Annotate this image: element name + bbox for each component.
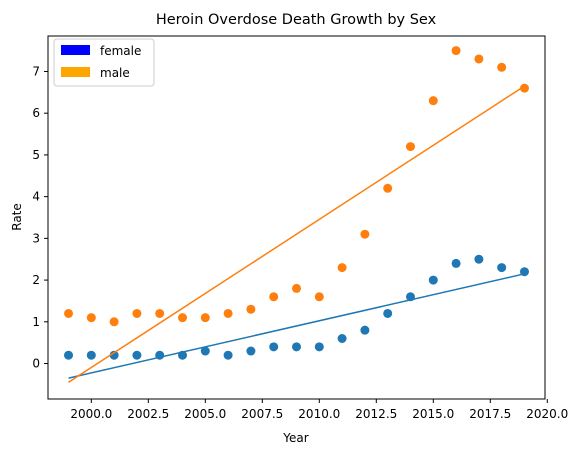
x-axis-label: Year	[282, 431, 308, 445]
x-tick-label: 2002.5	[127, 407, 169, 421]
chart-title: Heroin Overdose Death Growth by Sex	[156, 12, 437, 28]
data-point	[474, 254, 484, 264]
x-tick-label: 2017.5	[469, 407, 511, 421]
data-point	[132, 308, 142, 318]
x-tick-label: 2005.0	[184, 407, 226, 421]
data-point	[246, 304, 256, 314]
data-point	[132, 350, 142, 360]
y-tick-label: 2	[32, 273, 40, 287]
y-tick-label: 7	[32, 64, 40, 78]
data-point	[314, 342, 324, 352]
y-tick-label: 4	[32, 190, 40, 204]
data-point	[474, 54, 484, 64]
trend-line-1	[68, 85, 525, 383]
data-point	[269, 292, 279, 302]
legend: female male	[53, 38, 155, 87]
y-tick-label: 6	[32, 106, 40, 120]
data-point	[246, 346, 256, 356]
x-tick-label: 2012.5	[355, 407, 397, 421]
data-point	[383, 308, 393, 318]
data-point	[223, 350, 233, 360]
data-point	[383, 183, 393, 193]
legend-swatch-female	[61, 45, 90, 55]
x-axis: 2000.0 2002.5 2005.0 2007.5 2010.0 2012.5 2015…	[70, 399, 568, 421]
legend-swatch-male	[61, 67, 90, 77]
data-point	[292, 342, 301, 352]
data-point	[314, 292, 324, 302]
data-point	[269, 342, 279, 352]
data-point	[519, 267, 529, 277]
data-point	[360, 325, 370, 335]
data-point	[178, 313, 188, 323]
x-tick-label: 2010.0	[298, 407, 340, 421]
x-tick-label: 2007.5	[241, 407, 283, 421]
x-tick-label: 2020.0	[526, 407, 568, 421]
y-tick-label: 1	[32, 315, 40, 329]
series-1	[64, 46, 529, 383]
data-point	[497, 263, 507, 273]
data-point	[519, 83, 529, 93]
series-0	[64, 254, 529, 379]
data-point	[360, 229, 370, 239]
y-tick-label: 0	[32, 357, 40, 371]
x-tick-label: 2015.0	[412, 407, 454, 421]
data-point	[428, 96, 438, 106]
data-point	[337, 334, 347, 343]
data-point	[86, 350, 96, 360]
legend-label-female: female	[100, 44, 141, 58]
data-point	[155, 350, 165, 360]
data-point	[292, 283, 301, 293]
y-tick-label: 5	[32, 148, 40, 162]
data-point	[155, 308, 165, 318]
data-point	[405, 142, 415, 152]
data-point	[223, 308, 233, 318]
data-point	[109, 317, 119, 327]
data-point	[64, 308, 74, 318]
y-tick-label: 3	[32, 231, 40, 245]
data-point	[109, 350, 119, 360]
data-point	[451, 258, 461, 268]
plot-area	[47, 35, 546, 400]
legend-label-male: male	[100, 66, 130, 80]
data-point	[200, 313, 210, 323]
data-point	[451, 46, 461, 56]
data-point	[337, 263, 347, 273]
x-tick-label: 2000.0	[70, 407, 112, 421]
series-layer	[64, 46, 529, 383]
data-point	[200, 346, 210, 356]
data-point	[64, 350, 74, 360]
y-axis-label: Rate	[10, 203, 24, 231]
trend-line-0	[68, 273, 525, 379]
data-point	[405, 292, 415, 302]
y-axis: 0 1 2 3 4 5 6 7	[32, 64, 48, 371]
data-point	[178, 350, 188, 360]
data-point	[428, 275, 438, 285]
data-point	[86, 313, 96, 323]
data-point	[497, 62, 507, 72]
